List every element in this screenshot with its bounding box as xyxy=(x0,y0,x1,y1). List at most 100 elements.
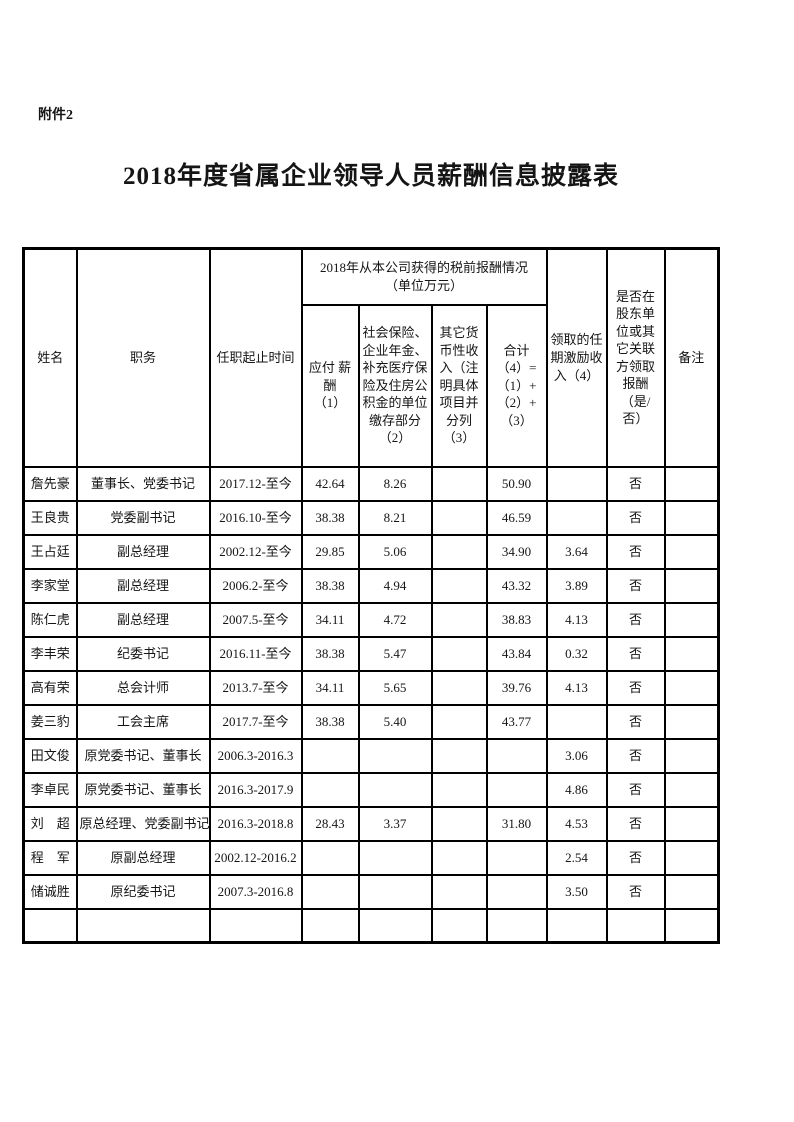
cell-other_monetary_income xyxy=(430,839,488,876)
cell-term_incentive: 4.13 xyxy=(545,601,608,638)
cell-related_party: 否 xyxy=(605,771,666,808)
cell-tenure: 2002.12-2016.2 xyxy=(208,839,303,876)
cell-payable_salary: 28.43 xyxy=(300,805,360,842)
cell-term_incentive: 2.54 xyxy=(545,839,608,876)
cell-tenure: 2016.11-至今 xyxy=(208,635,303,672)
cell-social_insurance: 5.65 xyxy=(357,669,433,706)
cell-related_party xyxy=(605,907,666,944)
cell-remarks xyxy=(663,771,720,808)
cell-tenure: 2017.7-至今 xyxy=(208,703,303,740)
cell-name: 田文俊 xyxy=(22,737,78,774)
cell-term_incentive: 4.13 xyxy=(545,669,608,706)
cell-related_party: 否 xyxy=(605,567,666,604)
cell-tenure: 2017.12-至今 xyxy=(208,465,303,502)
cell-other_monetary_income xyxy=(430,873,488,910)
cell-total: 39.76 xyxy=(485,669,548,706)
table-row: 王良贵 党委副书记 2016.10-至今 38.38 8.21 46.59 否 xyxy=(22,499,720,536)
cell-related_party: 否 xyxy=(605,499,666,536)
header-row-group: 姓名 职务 任职起止时间 2018年从本公司获得的税前报酬情况 （单位万元） 领… xyxy=(22,247,720,468)
cell-social_insurance: 4.94 xyxy=(357,567,433,604)
cell-related_party: 否 xyxy=(605,737,666,774)
table-row: 田文俊 原党委书记、董事长 2006.3-2016.3 3.06 否 xyxy=(22,737,720,774)
cell-payable_salary: 42.64 xyxy=(300,465,360,502)
cell-other_monetary_income xyxy=(430,499,488,536)
header-remarks: 备注 xyxy=(663,247,720,468)
cell-remarks xyxy=(663,669,720,706)
cell-remarks xyxy=(663,567,720,604)
cell-payable_salary: 29.85 xyxy=(300,533,360,570)
cell-social_insurance: 8.21 xyxy=(357,499,433,536)
table-row: 刘 超原总经理、党委副书记 2016.3-2018.8 28.43 3.37 31.80… xyxy=(22,805,720,842)
cell-position: 纪委书记 xyxy=(75,635,211,672)
cell-related_party: 否 xyxy=(605,635,666,672)
cell-term_incentive: 3.06 xyxy=(545,737,608,774)
cell-other_monetary_income xyxy=(430,567,488,604)
cell-related_party: 否 xyxy=(605,805,666,842)
table-row: 高有荣 总会计师 2013.7-至今 34.11 5.65 39.76 4.13 否 xyxy=(22,669,720,706)
cell-remarks xyxy=(663,703,720,740)
cell-social_insurance xyxy=(357,839,433,876)
cell-payable_salary: 34.11 xyxy=(300,669,360,706)
cell-name: 李丰荣 xyxy=(22,635,78,672)
cell-other_monetary_income xyxy=(430,601,488,638)
cell-term_incentive: 3.50 xyxy=(545,873,608,910)
cell-social_insurance: 4.72 xyxy=(357,601,433,638)
cell-other_monetary_income xyxy=(430,533,488,570)
cell-other_monetary_income xyxy=(430,703,488,740)
header-total: 合计 （4）= （1）+ （2）+ （3） xyxy=(485,303,548,468)
cell-remarks xyxy=(663,839,720,876)
cell-name: 陈仁虎 xyxy=(22,601,78,638)
table-header: 姓名 职务 任职起止时间 2018年从本公司获得的税前报酬情况 （单位万元） 领… xyxy=(22,247,720,468)
cell-position: 党委副书记 xyxy=(75,499,211,536)
cell-position: 原纪委书记 xyxy=(75,873,211,910)
cell-payable_salary: 38.38 xyxy=(300,703,360,740)
cell-social_insurance xyxy=(357,907,433,944)
header-payable-salary: 应付 薪 酬 （1） xyxy=(300,303,360,468)
attachment-label: 附件2 xyxy=(38,108,73,123)
cell-payable_salary xyxy=(300,907,360,944)
cell-total: 38.83 xyxy=(485,601,548,638)
cell-social_insurance: 8.26 xyxy=(357,465,433,502)
cell-term_incentive: 3.64 xyxy=(545,533,608,570)
cell-name: 李卓民 xyxy=(22,771,78,808)
cell-remarks xyxy=(663,907,720,944)
cell-total: 43.77 xyxy=(485,703,548,740)
header-other-monetary-income: 其它货 币性收 入（注 明具体 项目并 分列 （3） xyxy=(430,303,488,468)
cell-position: 原党委书记、董事长 xyxy=(75,771,211,808)
cell-name: 刘 超 xyxy=(22,805,78,842)
cell-tenure: 2016.10-至今 xyxy=(208,499,303,536)
cell-tenure: 2006.3-2016.3 xyxy=(208,737,303,774)
cell-total: 50.90 xyxy=(485,465,548,502)
cell-remarks xyxy=(663,635,720,672)
cell-tenure: 2013.7-至今 xyxy=(208,669,303,706)
cell-other_monetary_income xyxy=(430,805,488,842)
header-social-insurance: 社会保险、 企业年金、 补充医疗保 险及住房公 积金的单位 缴存部分 （2） xyxy=(357,303,433,468)
cell-other_monetary_income xyxy=(430,907,488,944)
cell-other_monetary_income xyxy=(430,465,488,502)
cell-remarks xyxy=(663,805,720,842)
cell-term_incentive: 4.53 xyxy=(545,805,608,842)
cell-total: 34.90 xyxy=(485,533,548,570)
cell-related_party: 否 xyxy=(605,839,666,876)
header-position: 职务 xyxy=(75,247,211,468)
cell-position: 副总经理 xyxy=(75,601,211,638)
cell-total xyxy=(485,873,548,910)
cell-total xyxy=(485,907,548,944)
cell-tenure: 2007.5-至今 xyxy=(208,601,303,638)
cell-name: 姜三豹 xyxy=(22,703,78,740)
cell-total: 43.84 xyxy=(485,635,548,672)
cell-related_party: 否 xyxy=(605,669,666,706)
cell-tenure: 2007.3-2016.8 xyxy=(208,873,303,910)
cell-total xyxy=(485,839,548,876)
header-pretax-group: 2018年从本公司获得的税前报酬情况 （单位万元） xyxy=(300,247,548,306)
cell-position: 工会主席 xyxy=(75,703,211,740)
cell-related_party: 否 xyxy=(605,873,666,910)
cell-total: 43.32 xyxy=(485,567,548,604)
cell-position: 总会计师 xyxy=(75,669,211,706)
cell-position xyxy=(75,907,211,944)
cell-tenure: 2016.3-2017.9 xyxy=(208,771,303,808)
cell-remarks xyxy=(663,533,720,570)
cell-remarks xyxy=(663,601,720,638)
table-row: 李卓民 原党委书记、董事长 2016.3-2017.9 4.86 否 xyxy=(22,771,720,808)
cell-total xyxy=(485,737,548,774)
